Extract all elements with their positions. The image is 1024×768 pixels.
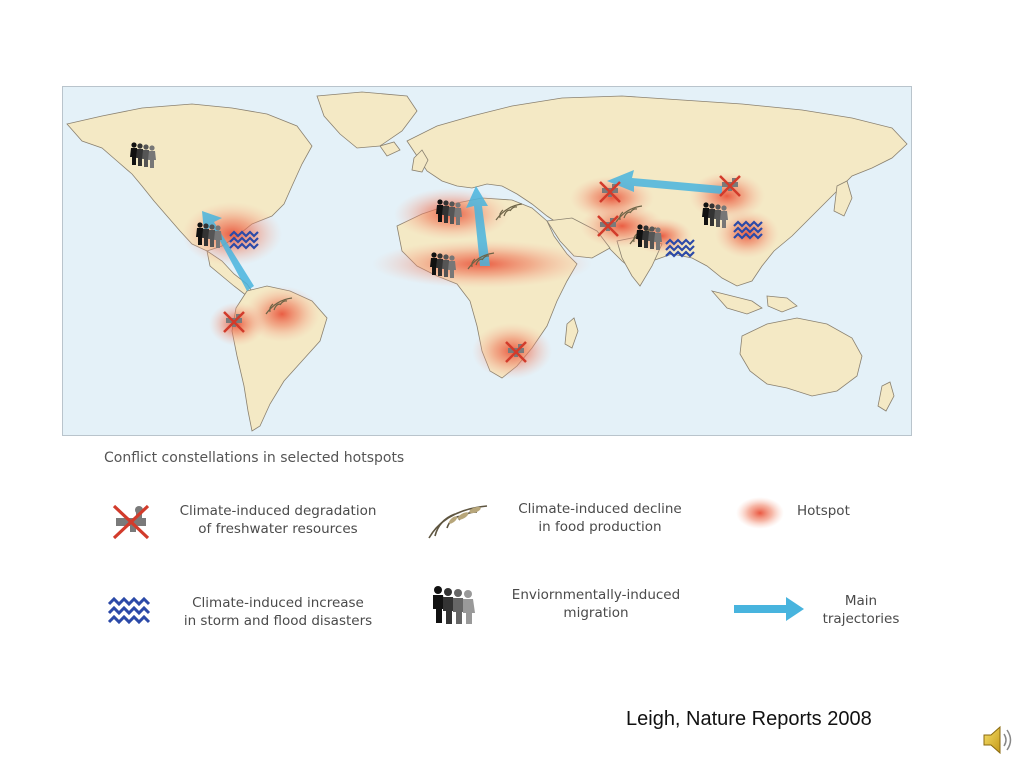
- storm-waves-icon: [107, 596, 151, 625]
- source-citation: Leigh, Nature Reports 2008: [626, 708, 872, 730]
- arrow-icon: [734, 597, 804, 621]
- hotspot-icon: [736, 497, 784, 529]
- legend-trajectory-label: Main trajectories: [822, 593, 900, 627]
- legend-title: Conflict constellations in selected hots…: [104, 450, 405, 466]
- legend-hotspot-label: Hotspot: [797, 503, 850, 519]
- speaker-icon[interactable]: [980, 722, 1016, 758]
- wheat-icon: [428, 505, 488, 539]
- legend-storm-label: Climate-induced increase in storm and fl…: [183, 595, 373, 629]
- world-map: [62, 86, 912, 436]
- legend-migration-label: Enviornmentally-induced migration: [511, 587, 681, 621]
- legend-freshwater-label: Climate-induced degradation of freshwate…: [179, 503, 377, 537]
- legend-food-label: Climate-induced decline in food producti…: [518, 501, 682, 535]
- crossed-tap-icon: [112, 504, 150, 540]
- migration-people-icon: [433, 586, 475, 624]
